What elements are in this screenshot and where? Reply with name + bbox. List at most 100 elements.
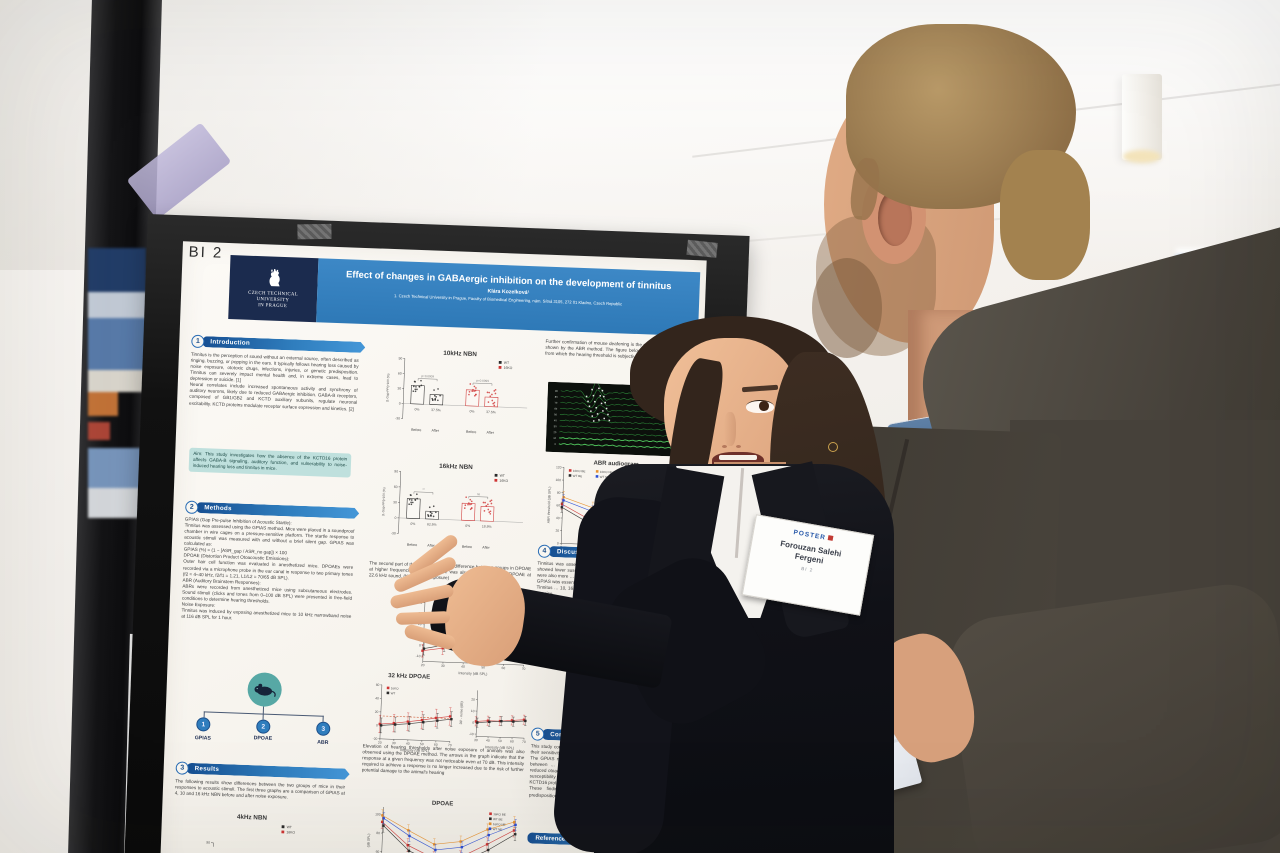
svg-text:60: 60 (554, 408, 557, 411)
svg-text:70: 70 (555, 402, 558, 405)
pipeline-step-1-badge: 1 (196, 717, 211, 732)
svg-text:0%: 0% (410, 522, 415, 526)
svg-text:0: 0 (472, 721, 474, 725)
spotlight-glow (1123, 150, 1161, 163)
svg-text:90: 90 (398, 356, 402, 360)
svg-text:-30: -30 (395, 416, 400, 420)
svg-text:16KO: 16KO (286, 830, 295, 834)
svg-text:20: 20 (553, 431, 556, 434)
svg-text:0: 0 (376, 723, 378, 727)
svg-text:50: 50 (420, 742, 424, 746)
svg-text:ns: ns (477, 492, 481, 496)
university-name: CZECH TECHNICAL UNIVERSITY IN PRAGUE (248, 290, 299, 310)
svg-text:40: 40 (556, 516, 560, 520)
svg-text:WT BE: WT BE (493, 817, 503, 821)
svg-text:70: 70 (522, 667, 526, 671)
chart-gpias-16khz-nbn: 16kHz NBN WT 16KO 90 60 30 0 -30 (1-Gap-PPI)*100… (378, 458, 531, 559)
svg-text:0%: 0% (414, 407, 419, 411)
svg-text:30: 30 (554, 425, 557, 428)
svg-text:40: 40 (554, 419, 557, 422)
svg-text:16KO: 16KO (504, 366, 513, 370)
svg-text:Intensity (dB SPL): Intensity (dB SPL) (458, 671, 487, 676)
ctu-lion-logo-icon (269, 268, 280, 287)
svg-text:100: 100 (375, 812, 381, 816)
svg-text:120: 120 (556, 465, 562, 469)
svg-text:WT: WT (500, 474, 505, 478)
svg-text:0%: 0% (465, 524, 470, 528)
mouse-icon (247, 671, 283, 708)
svg-text:60: 60 (510, 739, 514, 743)
ceiling-spotlight (1122, 74, 1162, 160)
svg-text:16KO BE: 16KO BE (573, 469, 586, 473)
svg-text:After: After (431, 429, 439, 433)
svg-text:After: After (482, 545, 490, 549)
svg-text:**: ** (422, 488, 425, 492)
frame-tape (686, 239, 718, 258)
section-introduction-header: 1 Introduction (191, 334, 365, 354)
svg-text:-20: -20 (373, 737, 378, 741)
chart-dpoae-thresholds: DPOAE406080100481622.63240(dB SPL)16KO B… (363, 795, 518, 853)
svg-text:90: 90 (394, 469, 398, 473)
svg-text:16kHz NBN: 16kHz NBN (439, 463, 473, 471)
svg-text:16KO: 16KO (499, 479, 508, 483)
svg-text:WT NE: WT NE (493, 827, 503, 831)
svg-text:WT: WT (287, 825, 292, 829)
svg-text:DP - noise (dB): DP - noise (dB) (459, 701, 464, 724)
man-beard (812, 258, 882, 358)
university-logo-box: CZECH TECHNICAL UNIVERSITY IN PRAGUE (228, 255, 319, 323)
svg-text:ABR threshold (dB SPL): ABR threshold (dB SPL) (546, 487, 551, 524)
svg-text:32 kHz DPOAE: 32 kHz DPOAE (388, 673, 430, 681)
connector-line (262, 706, 265, 714)
svg-text:90: 90 (206, 841, 210, 845)
svg-text:60: 60 (394, 485, 398, 489)
svg-text:50: 50 (481, 665, 485, 669)
svg-text:10kHz NBN: 10kHz NBN (443, 350, 477, 358)
results-text: The following results show differences b… (174, 778, 346, 800)
svg-text:40: 40 (486, 739, 490, 743)
svg-text:-30: -30 (391, 531, 396, 535)
svg-text:16KO NE: 16KO NE (600, 470, 613, 474)
pipeline-step-2-label: DPOAE (253, 735, 273, 742)
svg-text:WT NE: WT NE (600, 475, 610, 479)
woman-teeth (719, 455, 757, 460)
svg-text:50: 50 (498, 739, 502, 743)
left-neighbor-poster-fragment (88, 248, 146, 578)
woman-nostril (736, 445, 741, 448)
woman-earring-hoop (828, 442, 838, 452)
pipeline-step-1-label: GPIAS (194, 735, 212, 742)
svg-text:Before: Before (466, 430, 477, 434)
board-slot-label: BI 2 (188, 243, 224, 262)
svg-text:0%: 0% (469, 409, 474, 413)
svg-text:Before: Before (407, 543, 418, 547)
chart-dpoae-32khz: 32 kHz DPOAE -20 0 20 40 60 20 30 40 50 60 70 Intens… (362, 669, 531, 757)
svg-text:(1-Gap-PPI)*100 (%): (1-Gap-PPI)*100 (%) (381, 487, 386, 516)
svg-text:20: 20 (375, 710, 379, 714)
svg-text:Before: Before (411, 428, 422, 432)
svg-text:WT: WT (391, 691, 396, 695)
svg-text:60: 60 (434, 743, 438, 747)
svg-text:30: 30 (474, 738, 478, 742)
svg-text:After: After (427, 543, 435, 547)
svg-text:-10: -10 (416, 654, 421, 658)
section-results-header: 3 Results (175, 761, 349, 780)
pipeline-step-3-badge: 3 (316, 721, 331, 737)
svg-text:40: 40 (375, 696, 379, 700)
pipeline-step-3-label: ABR (317, 739, 329, 746)
chart-gpias-10khz-nbn: 10kHz NBN WT 16KO 90 60 30 0 -30 (1-Gap-PPI)*100… (382, 345, 535, 444)
svg-text:10: 10 (471, 709, 475, 713)
svg-text:20: 20 (421, 663, 425, 667)
aim-box: Aim: This study investigates how the abs… (188, 447, 352, 478)
woman-nostril (722, 445, 727, 448)
svg-text:90: 90 (555, 390, 558, 393)
svg-text:Before: Before (462, 545, 473, 549)
man-sleeve (943, 578, 1280, 853)
svg-text:4kHz NBN: 4kHz NBN (237, 814, 268, 822)
svg-text:30: 30 (393, 500, 397, 504)
pipeline-step-2-badge: 2 (256, 719, 271, 734)
svg-text:20: 20 (555, 529, 559, 533)
svg-text:18.8%: 18.8% (482, 524, 492, 528)
svg-text:p=0.0099: p=0.0099 (476, 379, 489, 383)
svg-text:62.5%: 62.5% (427, 522, 437, 526)
svg-text:16KO: 16KO (391, 686, 399, 690)
svg-text:30: 30 (441, 664, 445, 668)
